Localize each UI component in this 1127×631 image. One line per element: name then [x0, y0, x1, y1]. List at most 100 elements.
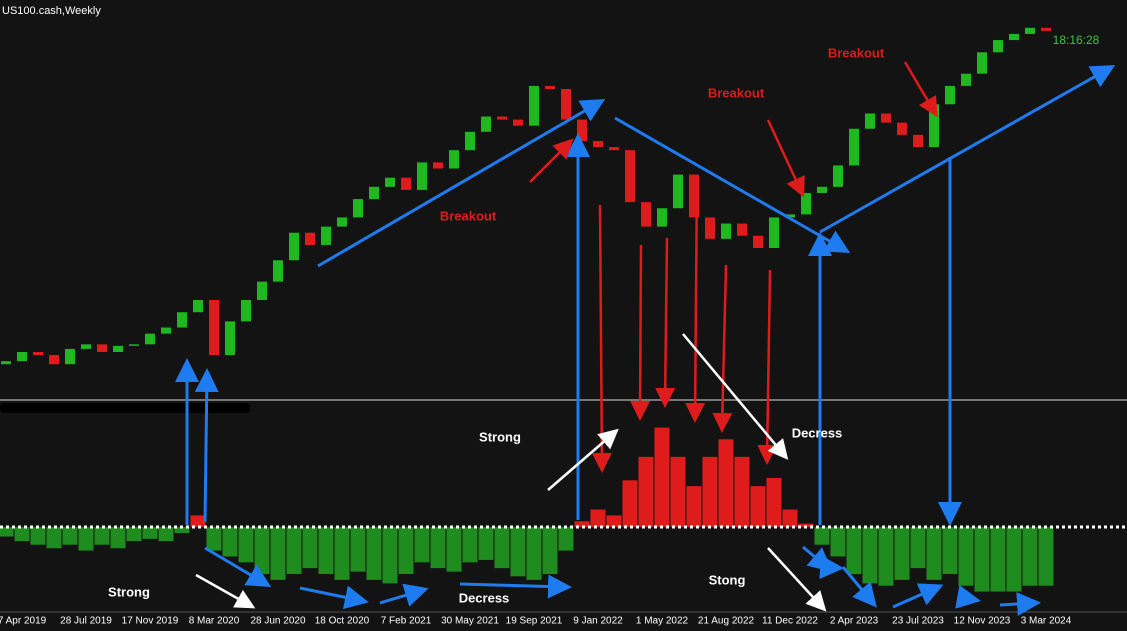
histogram-bar [574, 521, 590, 528]
arrows [175, 61, 1116, 617]
candle [529, 85, 539, 126]
candle [513, 119, 523, 126]
annotation: Strong [479, 429, 521, 444]
histogram-bar [334, 527, 350, 580]
x-tick-label: 18 Oct 2020 [315, 616, 370, 627]
histogram-bar [30, 527, 46, 545]
x-tick-label: 2 Apr 2023 [830, 616, 879, 627]
candle [257, 281, 267, 300]
candle [433, 162, 443, 169]
candle [1009, 33, 1019, 41]
histogram-bar [270, 527, 286, 580]
histogram-bar [702, 456, 718, 528]
candle [385, 177, 395, 187]
candle [465, 131, 475, 151]
x-tick-label: 9 Jan 2022 [573, 616, 623, 627]
x-tick-label: 30 May 2021 [441, 616, 499, 627]
candle [401, 177, 411, 190]
candle [897, 122, 907, 135]
histogram-bar [302, 527, 318, 569]
histogram-bar [142, 527, 158, 539]
candle [705, 217, 715, 239]
histogram-bar [622, 480, 638, 528]
candle [785, 214, 795, 218]
candle [1, 361, 11, 365]
histogram-bar [526, 527, 542, 580]
histogram-bar [990, 527, 1006, 592]
candle [193, 300, 203, 313]
histogram-bar [542, 527, 558, 575]
histogram-bar [798, 523, 814, 528]
histogram-bar [1038, 527, 1054, 586]
candle [33, 351, 43, 356]
histogram-bar [606, 515, 622, 528]
histogram-bar [158, 527, 174, 542]
candle [321, 226, 331, 245]
candle [865, 113, 875, 129]
candle [369, 186, 379, 200]
candle [497, 116, 507, 120]
histogram-bar [782, 509, 798, 528]
histogram-bar [254, 527, 270, 575]
x-tick-label: 1 May 2022 [636, 616, 689, 627]
candle [545, 85, 555, 89]
chart-title: US100.cash,Weekly [2, 5, 101, 17]
x-tick-label: 21 Aug 2022 [698, 616, 755, 627]
x-tick-label: 17 Nov 2019 [122, 616, 179, 627]
histogram-bar [814, 527, 830, 545]
candle [449, 150, 459, 169]
candle [753, 235, 763, 249]
histogram-bar [0, 527, 14, 537]
histogram-bar [286, 527, 302, 575]
histogram-bar [750, 486, 766, 528]
candle [1025, 27, 1035, 34]
candle [817, 186, 827, 193]
candle [241, 300, 251, 322]
x-tick-label: 23 Jul 2023 [892, 616, 944, 627]
candle [417, 162, 427, 190]
annotation: Stong [709, 572, 746, 587]
histogram-bar [958, 527, 974, 586]
candle [305, 232, 315, 245]
histogram-bar [478, 527, 494, 560]
histogram-bar [494, 527, 510, 569]
candle [769, 217, 779, 249]
histogram-bar [350, 527, 366, 572]
annotation: Decress [792, 425, 843, 440]
histogram-bar [878, 527, 894, 586]
histogram-bar [766, 477, 782, 528]
histogram-bar [366, 527, 382, 580]
histogram-bar [446, 527, 462, 572]
histogram-bar [942, 527, 958, 575]
candle [881, 113, 891, 123]
candle [17, 351, 27, 362]
histogram-bar [686, 486, 702, 528]
candle [81, 344, 91, 349]
candle [225, 321, 235, 356]
histogram-bar [414, 527, 430, 563]
candle [977, 52, 987, 74]
candle [65, 348, 75, 365]
candle [289, 232, 299, 261]
histogram-bar [654, 427, 670, 528]
x-tick-label: 7 Apr 2019 [0, 616, 47, 627]
histogram-bar [46, 527, 62, 549]
histogram-bar [846, 527, 862, 575]
x-tick-label: 28 Jul 2019 [60, 616, 112, 627]
histogram-bar [110, 527, 126, 549]
x-tick-label: 8 Mar 2020 [189, 616, 240, 627]
histogram-bar [126, 527, 142, 542]
histogram-bar [670, 456, 686, 528]
candle [273, 260, 283, 282]
candle [961, 73, 971, 86]
histogram-bar [318, 527, 334, 575]
candle [593, 140, 603, 148]
candle [353, 199, 363, 218]
histogram-bar [430, 527, 446, 569]
candle [97, 344, 107, 352]
histogram-bar [910, 527, 926, 569]
redaction [0, 403, 250, 413]
annotation: Breakout [828, 45, 885, 60]
candle [833, 165, 843, 187]
candle [993, 40, 1003, 53]
